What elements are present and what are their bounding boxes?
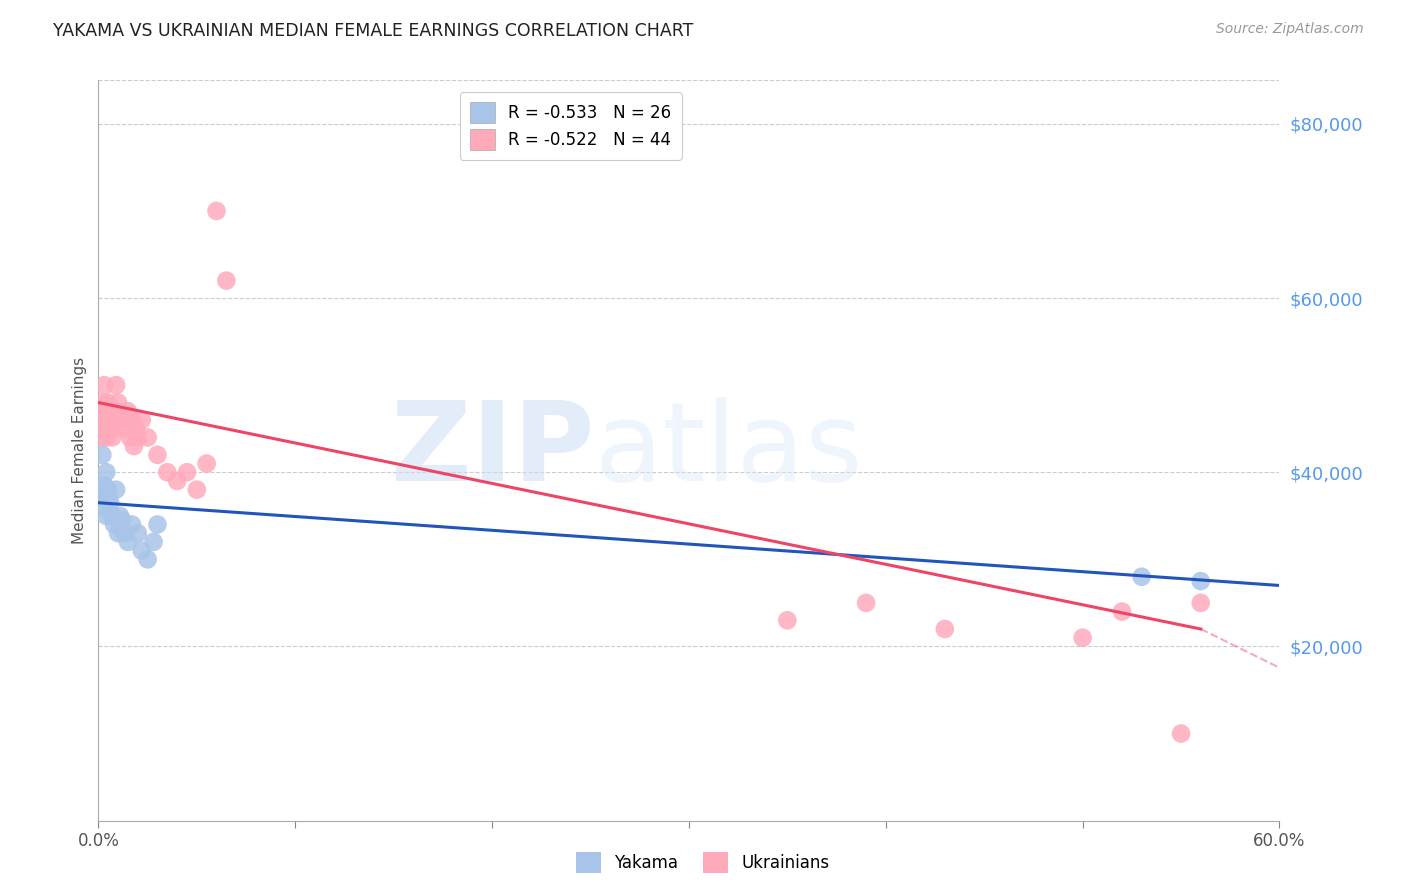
Point xyxy=(136,552,159,566)
Point xyxy=(118,430,141,444)
Point xyxy=(195,457,218,471)
Point xyxy=(97,491,120,506)
Point xyxy=(186,483,208,497)
Point xyxy=(176,465,198,479)
Point xyxy=(97,413,120,427)
Point xyxy=(131,413,153,427)
Point xyxy=(146,517,169,532)
Point xyxy=(98,496,121,510)
Text: atlas: atlas xyxy=(595,397,863,504)
Point xyxy=(166,474,188,488)
Point xyxy=(101,508,124,523)
Point xyxy=(1111,605,1133,619)
Point xyxy=(1189,596,1212,610)
Point xyxy=(146,448,169,462)
Point xyxy=(115,413,138,427)
Point xyxy=(1130,570,1153,584)
Legend: Yakama, Ukrainians: Yakama, Ukrainians xyxy=(569,846,837,880)
Point xyxy=(934,622,956,636)
Point xyxy=(98,422,121,436)
Point xyxy=(1170,726,1192,740)
Point xyxy=(127,430,149,444)
Text: ZIP: ZIP xyxy=(391,397,595,504)
Point xyxy=(105,483,128,497)
Text: YAKAMA VS UKRAINIAN MEDIAN FEMALE EARNINGS CORRELATION CHART: YAKAMA VS UKRAINIAN MEDIAN FEMALE EARNIN… xyxy=(53,22,693,40)
Point xyxy=(121,413,143,427)
Point xyxy=(121,517,143,532)
Point xyxy=(89,483,111,497)
Point xyxy=(103,517,125,532)
Point xyxy=(142,535,165,549)
Text: Source: ZipAtlas.com: Source: ZipAtlas.com xyxy=(1216,22,1364,37)
Point xyxy=(136,430,159,444)
Point xyxy=(117,535,139,549)
Point xyxy=(91,430,114,444)
Point xyxy=(93,378,115,392)
Point xyxy=(117,404,139,418)
Point xyxy=(855,596,877,610)
Legend: R = -0.533   N = 26, R = -0.522   N = 44: R = -0.533 N = 26, R = -0.522 N = 44 xyxy=(460,92,682,160)
Point xyxy=(93,422,115,436)
Point xyxy=(97,395,120,409)
Point xyxy=(108,508,131,523)
Point xyxy=(93,478,115,492)
Point xyxy=(96,508,118,523)
Point xyxy=(112,422,135,436)
Point xyxy=(93,500,115,514)
Point xyxy=(91,448,114,462)
Point xyxy=(101,413,124,427)
Point xyxy=(89,413,111,427)
Point xyxy=(105,378,128,392)
Point xyxy=(97,483,120,497)
Point xyxy=(111,513,134,527)
Point xyxy=(125,422,148,436)
Point xyxy=(107,395,129,409)
Point xyxy=(91,491,114,506)
Point xyxy=(111,413,134,427)
Point xyxy=(96,465,118,479)
Point xyxy=(205,203,228,218)
Point xyxy=(91,395,114,409)
Point xyxy=(103,422,125,436)
Point xyxy=(215,274,238,288)
Point xyxy=(112,526,135,541)
Point xyxy=(776,613,799,627)
Point xyxy=(108,413,131,427)
Point xyxy=(101,430,124,444)
Point xyxy=(122,439,145,453)
Point xyxy=(156,465,179,479)
Point xyxy=(107,526,129,541)
Y-axis label: Median Female Earnings: Median Female Earnings xyxy=(72,357,87,544)
Point xyxy=(1189,574,1212,588)
Point xyxy=(131,543,153,558)
Point xyxy=(98,404,121,418)
Point xyxy=(96,430,118,444)
Point xyxy=(103,404,125,418)
Point xyxy=(96,404,118,418)
Point xyxy=(1071,631,1094,645)
Point xyxy=(127,526,149,541)
